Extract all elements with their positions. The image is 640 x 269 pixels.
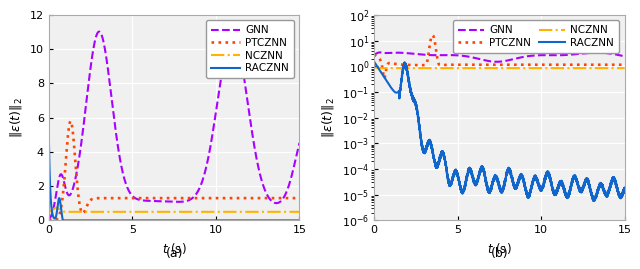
GNN bbox=[95, 30, 103, 33]
RACZNN bbox=[466, 167, 474, 170]
RACZNN bbox=[59, 219, 67, 222]
PTCZNN bbox=[429, 34, 436, 37]
NCZNN bbox=[91, 210, 99, 213]
NCZNN bbox=[208, 210, 216, 213]
Line: RACZNN: RACZNN bbox=[374, 62, 625, 201]
PTCZNN bbox=[208, 197, 216, 200]
Line: RACZNN: RACZNN bbox=[49, 138, 300, 220]
NCZNN bbox=[296, 210, 303, 213]
Y-axis label: $\|\epsilon(t)\|_2$: $\|\epsilon(t)\|_2$ bbox=[321, 97, 337, 138]
PTCZNN bbox=[91, 197, 99, 200]
GNN bbox=[371, 53, 378, 56]
GNN bbox=[296, 141, 303, 144]
GNN bbox=[141, 199, 148, 202]
GNN bbox=[45, 218, 52, 221]
PTCZNN bbox=[371, 53, 378, 56]
PTCZNN bbox=[466, 63, 474, 66]
GNN bbox=[577, 52, 584, 55]
RACZNN bbox=[45, 137, 52, 140]
RACZNN bbox=[141, 219, 148, 222]
NCZNN bbox=[621, 66, 628, 70]
RACZNN bbox=[520, 181, 528, 184]
GNN bbox=[376, 51, 384, 54]
GNN bbox=[557, 54, 565, 57]
NCZNN bbox=[371, 66, 378, 69]
PTCZNN bbox=[621, 63, 628, 66]
Line: GNN: GNN bbox=[374, 52, 625, 62]
RACZNN bbox=[590, 200, 598, 203]
PTCZNN bbox=[49, 219, 56, 222]
GNN bbox=[90, 42, 98, 45]
RACZNN bbox=[371, 60, 378, 63]
PTCZNN bbox=[416, 63, 424, 67]
RACZNN bbox=[621, 186, 628, 189]
GNN bbox=[621, 55, 628, 58]
Y-axis label: $\|\epsilon(t)\|_2$: $\|\epsilon(t)\|_2$ bbox=[8, 97, 24, 138]
NCZNN bbox=[466, 66, 474, 70]
RACZNN bbox=[557, 181, 565, 184]
NCZNN bbox=[232, 210, 240, 213]
PTCZNN bbox=[251, 197, 259, 200]
NCZNN bbox=[52, 206, 60, 209]
NCZNN bbox=[195, 210, 203, 213]
NCZNN bbox=[45, 210, 52, 213]
NCZNN bbox=[141, 210, 148, 213]
GNN bbox=[533, 54, 541, 57]
PTCZNN bbox=[557, 63, 565, 66]
NCZNN bbox=[251, 210, 259, 213]
Text: (a): (a) bbox=[165, 247, 183, 260]
GNN bbox=[466, 55, 474, 58]
GNN bbox=[493, 60, 500, 63]
Line: PTCZNN: PTCZNN bbox=[374, 35, 625, 79]
Text: (b): (b) bbox=[491, 247, 508, 260]
PTCZNN bbox=[45, 218, 52, 221]
PTCZNN bbox=[195, 197, 203, 200]
RACZNN bbox=[251, 219, 259, 222]
NCZNN bbox=[485, 66, 493, 70]
RACZNN bbox=[208, 219, 216, 222]
RACZNN bbox=[296, 219, 303, 222]
GNN bbox=[520, 55, 528, 58]
GNN bbox=[208, 136, 216, 140]
NCZNN bbox=[533, 66, 541, 70]
X-axis label: $t$ (s): $t$ (s) bbox=[487, 241, 512, 256]
PTCZNN bbox=[141, 197, 148, 200]
PTCZNN bbox=[577, 63, 584, 66]
RACZNN bbox=[576, 188, 584, 191]
RACZNN bbox=[533, 178, 541, 181]
Line: NCZNN: NCZNN bbox=[49, 208, 300, 212]
PTCZNN bbox=[533, 63, 541, 66]
Legend: GNN, PTCZNN, NCZNN, RACZNN: GNN, PTCZNN, NCZNN, RACZNN bbox=[205, 20, 294, 78]
PTCZNN bbox=[380, 77, 388, 80]
PTCZNN bbox=[232, 197, 240, 200]
GNN bbox=[251, 148, 259, 151]
NCZNN bbox=[557, 66, 565, 70]
Line: PTCZNN: PTCZNN bbox=[49, 121, 300, 220]
PTCZNN bbox=[67, 119, 74, 123]
X-axis label: $t$ (s): $t$ (s) bbox=[162, 241, 186, 256]
RACZNN bbox=[195, 219, 203, 222]
RACZNN bbox=[91, 219, 99, 222]
NCZNN bbox=[520, 66, 528, 70]
GNN bbox=[195, 187, 203, 190]
PTCZNN bbox=[520, 63, 528, 66]
Line: GNN: GNN bbox=[49, 31, 300, 220]
NCZNN bbox=[416, 66, 424, 70]
PTCZNN bbox=[296, 197, 303, 200]
Legend: GNN, PTCZNN, NCZNN, RACZNN: GNN, PTCZNN, NCZNN, RACZNN bbox=[452, 20, 620, 53]
NCZNN bbox=[78, 210, 86, 213]
GNN bbox=[232, 37, 240, 40]
RACZNN bbox=[232, 219, 240, 222]
GNN bbox=[416, 53, 424, 56]
RACZNN bbox=[416, 129, 424, 132]
NCZNN bbox=[576, 66, 584, 70]
